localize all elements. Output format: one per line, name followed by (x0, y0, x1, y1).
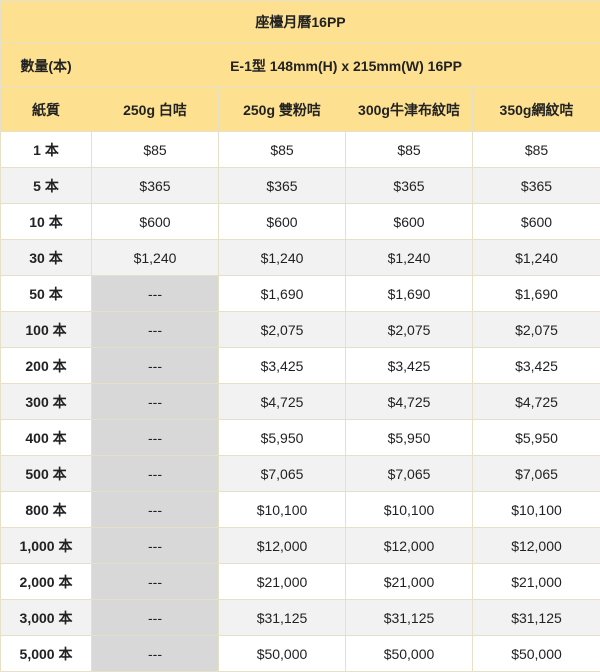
price-cell: $1,240 (92, 240, 219, 276)
table-row: 400 本---$5,950$5,950$5,950 (1, 420, 600, 456)
price-cell: $365 (219, 168, 346, 204)
price-cell: $4,725 (346, 384, 473, 420)
price-cell: $7,065 (219, 456, 346, 492)
quantity-cell: 200 本 (1, 348, 92, 384)
price-cell: $600 (473, 204, 600, 240)
quantity-cell: 30 本 (1, 240, 92, 276)
price-cell: --- (92, 420, 219, 456)
price-cell: $5,950 (346, 420, 473, 456)
quantity-cell: 100 本 (1, 312, 92, 348)
price-cell: $365 (92, 168, 219, 204)
price-cell: $3,425 (219, 348, 346, 384)
price-cell: $7,065 (346, 456, 473, 492)
table-row: 10 本$600$600$600$600 (1, 204, 600, 240)
quantity-cell: 800 本 (1, 492, 92, 528)
quantity-cell: 10 本 (1, 204, 92, 240)
price-cell: $85 (473, 132, 600, 168)
quantity-cell: 50 本 (1, 276, 92, 312)
price-cell: $31,125 (473, 600, 600, 636)
price-cell: $12,000 (219, 528, 346, 564)
table-row: 1 本$85$85$85$85 (1, 132, 600, 168)
price-cell: $50,000 (219, 636, 346, 672)
price-cell: $5,950 (473, 420, 600, 456)
table-row: 5 本$365$365$365$365 (1, 168, 600, 204)
price-cell: $4,725 (219, 384, 346, 420)
price-cell: $600 (219, 204, 346, 240)
price-cell: $31,125 (219, 600, 346, 636)
quantity-cell: 2,000 本 (1, 564, 92, 600)
table-row: 500 本---$7,065$7,065$7,065 (1, 456, 600, 492)
price-cell: $21,000 (346, 564, 473, 600)
price-cell: $21,000 (219, 564, 346, 600)
quantity-cell: 400 本 (1, 420, 92, 456)
price-cell: --- (92, 348, 219, 384)
price-cell: --- (92, 384, 219, 420)
table-row: 3,000 本---$31,125$31,125$31,125 (1, 600, 600, 636)
price-cell: $50,000 (473, 636, 600, 672)
price-cell: $21,000 (473, 564, 600, 600)
price-cell: $85 (92, 132, 219, 168)
paper-250g-white: 250g 白咭 (92, 88, 219, 132)
price-cell: --- (92, 456, 219, 492)
price-cell: $365 (346, 168, 473, 204)
paper-250g-coated: 250g 雙粉咭 (219, 88, 346, 132)
price-cell: $10,100 (473, 492, 600, 528)
price-cell: $5,950 (219, 420, 346, 456)
quantity-cell: 1 本 (1, 132, 92, 168)
quantity-cell: 5,000 本 (1, 636, 92, 672)
price-cell: $2,075 (219, 312, 346, 348)
price-cell: $600 (346, 204, 473, 240)
price-cell: $1,690 (346, 276, 473, 312)
table-row: 30 本$1,240$1,240$1,240$1,240 (1, 240, 600, 276)
price-cell: --- (92, 528, 219, 564)
quantity-cell: 300 本 (1, 384, 92, 420)
price-cell: --- (92, 276, 219, 312)
price-cell: $1,690 (219, 276, 346, 312)
price-cell: $1,240 (219, 240, 346, 276)
price-cell: $365 (473, 168, 600, 204)
table-row: 200 本---$3,425$3,425$3,425 (1, 348, 600, 384)
price-cell: --- (92, 636, 219, 672)
price-cell: $1,690 (473, 276, 600, 312)
price-cell: $12,000 (346, 528, 473, 564)
paper-350g-textured: 350g網紋咭 (473, 88, 600, 132)
price-cell: --- (92, 564, 219, 600)
price-cell: $10,100 (219, 492, 346, 528)
table-title: 座檯月曆16PP (1, 1, 600, 44)
quantity-cell: 500 本 (1, 456, 92, 492)
price-cell: $85 (346, 132, 473, 168)
price-cell: $2,075 (473, 312, 600, 348)
price-cell: $12,000 (473, 528, 600, 564)
table-row: 5,000 本---$50,000$50,000$50,000 (1, 636, 600, 672)
table-row: 300 本---$4,725$4,725$4,725 (1, 384, 600, 420)
price-cell: --- (92, 492, 219, 528)
price-cell: $3,425 (473, 348, 600, 384)
table-row: 50 本---$1,690$1,690$1,690 (1, 276, 600, 312)
price-cell: $2,075 (346, 312, 473, 348)
table-row: 800 本---$10,100$10,100$10,100 (1, 492, 600, 528)
price-cell: $31,125 (346, 600, 473, 636)
table-row: 2,000 本---$21,000$21,000$21,000 (1, 564, 600, 600)
price-cell: --- (92, 600, 219, 636)
price-cell: $50,000 (346, 636, 473, 672)
price-cell: $4,725 (473, 384, 600, 420)
table-row: 1,000 本---$12,000$12,000$12,000 (1, 528, 600, 564)
quantity-cell: 1,000 本 (1, 528, 92, 564)
price-cell: --- (92, 312, 219, 348)
paper-header: 紙質 (1, 88, 92, 132)
price-cell: $1,240 (473, 240, 600, 276)
spec-header: E-1型 148mm(H) x 215mm(W) 16PP (92, 44, 600, 88)
paper-300g-linen: 300g牛津布紋咭 (346, 88, 473, 132)
price-cell: $7,065 (473, 456, 600, 492)
table-row: 100 本---$2,075$2,075$2,075 (1, 312, 600, 348)
quantity-cell: 5 本 (1, 168, 92, 204)
price-cell: $10,100 (346, 492, 473, 528)
quantity-header: 數量(本) (1, 44, 92, 88)
price-cell: $600 (92, 204, 219, 240)
quantity-cell: 3,000 本 (1, 600, 92, 636)
price-cell: $85 (219, 132, 346, 168)
price-cell: $1,240 (346, 240, 473, 276)
price-cell: $3,425 (346, 348, 473, 384)
